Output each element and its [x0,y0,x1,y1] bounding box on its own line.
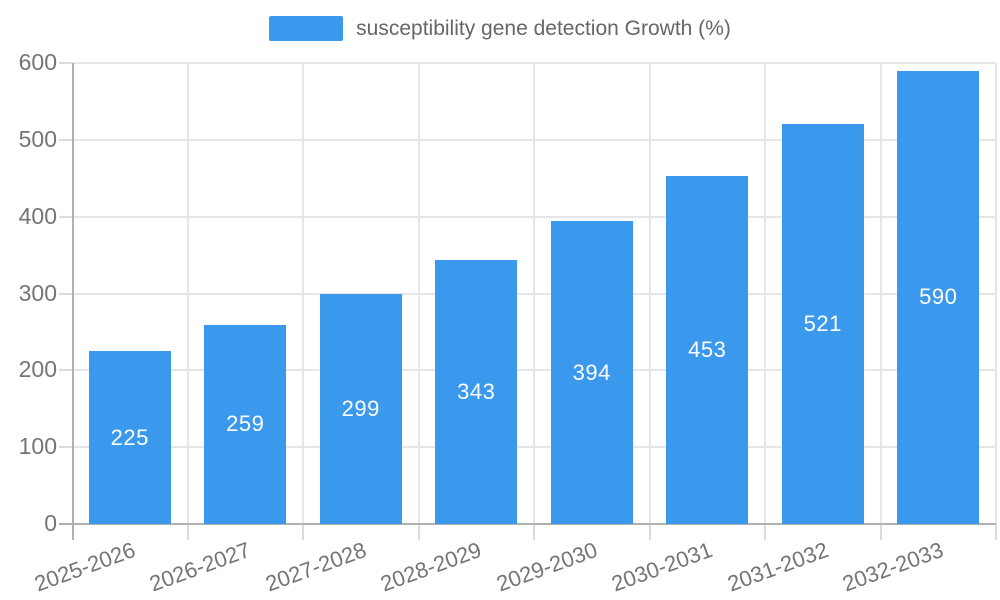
x-tick-mark [879,524,882,540]
y-tick-label: 500 [18,125,57,152]
x-tick-mark [417,524,420,540]
bar[interactable]: 521 [781,123,864,524]
x-tick-mark [302,524,304,540]
bar-value-label: 343 [457,379,496,405]
legend-swatch-icon [269,16,344,41]
x-tick-mark [995,524,997,540]
x-tick-mark [186,524,189,540]
y-tick-label: 600 [18,49,57,75]
y-tick-label: 0 [44,510,57,536]
bar-value-label: 225 [110,424,149,450]
legend: susceptibility gene detection Growth (%) [0,16,1000,41]
bar[interactable]: 259 [204,325,287,524]
y-tick-label: 200 [18,356,57,383]
y-tick-mark [59,369,72,372]
bar-value-label: 394 [572,359,611,385]
bar[interactable]: 394 [550,221,633,524]
x-tick-mark [533,524,535,540]
legend-label: susceptibility gene detection Growth (%) [356,17,731,40]
bar[interactable]: 453 [666,175,749,524]
x-gridline [879,63,882,524]
bar[interactable]: 343 [435,260,518,524]
x-gridline [764,63,766,524]
bar-value-label: 521 [803,310,842,336]
bar-value-label: 453 [688,336,727,362]
x-gridline [648,63,651,524]
x-gridline [302,63,304,524]
bar-value-label: 590 [919,284,958,310]
x-gridline [417,63,420,524]
y-tick-mark [59,292,72,295]
y-tick-label: 100 [18,433,57,460]
x-gridline [533,63,535,524]
y-tick-mark [59,215,72,218]
x-gridline [186,63,189,524]
y-tick-mark [59,138,72,141]
x-axis-line [59,523,996,525]
x-tick-mark [648,524,651,540]
bar[interactable]: 225 [88,351,171,524]
bar[interactable]: 299 [319,294,402,524]
y-tick-label: 300 [18,279,57,306]
x-tick-mark [764,524,766,540]
x-gridline [995,63,997,524]
legend-item[interactable]: susceptibility gene detection Growth (%) [269,16,731,41]
bar-value-label: 259 [226,411,265,437]
y-tick-mark [59,62,72,64]
y-axis-line [72,63,74,540]
y-tick-label: 400 [18,202,57,229]
bar[interactable]: 590 [897,70,980,524]
bar-value-label: 299 [341,396,380,422]
y-tick-mark [59,446,72,449]
